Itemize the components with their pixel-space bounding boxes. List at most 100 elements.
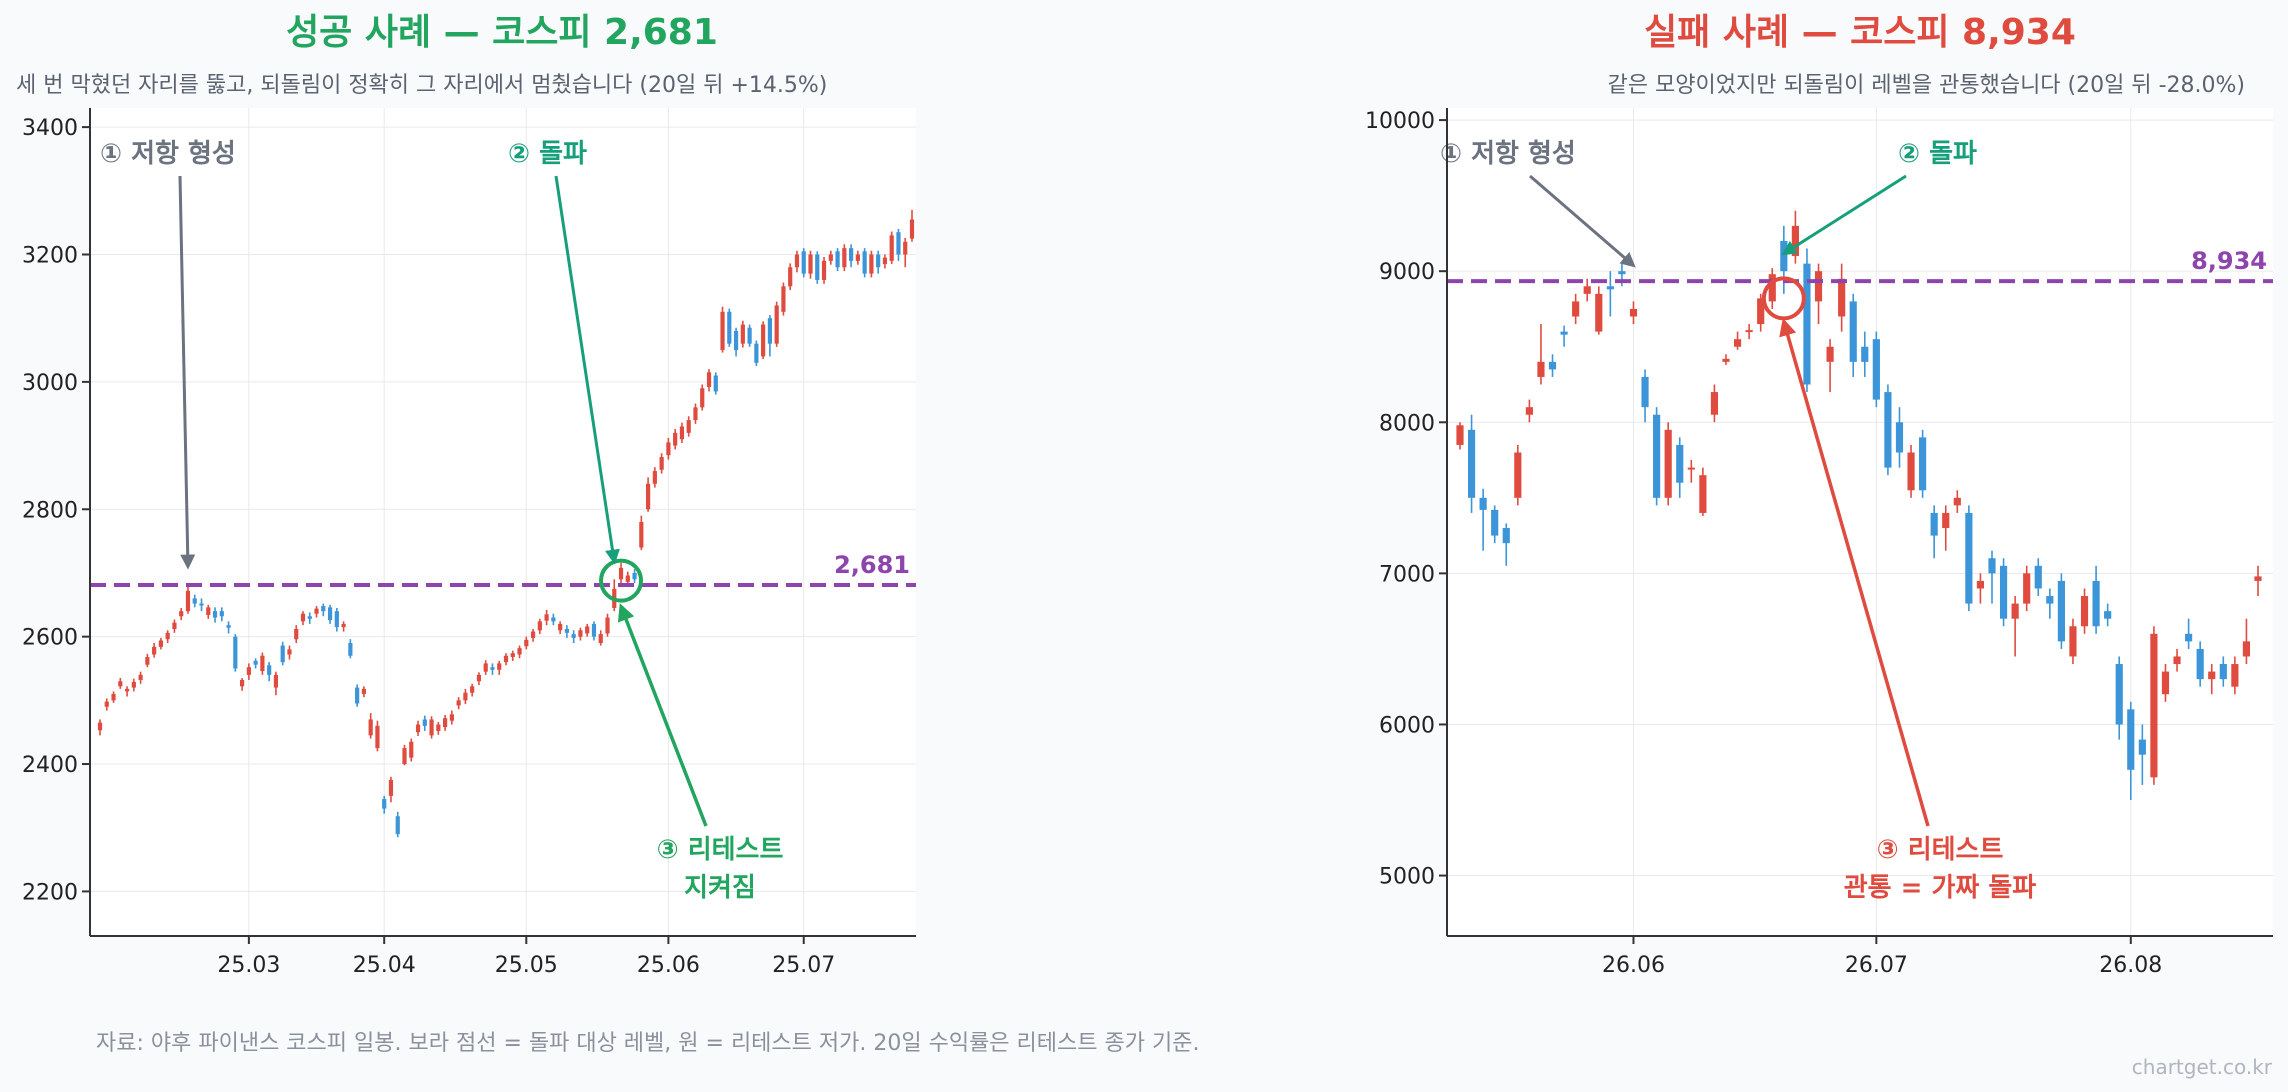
candle: [767, 315, 772, 357]
y-tick-label: 5000: [1379, 865, 1435, 890]
candle-body: [2138, 739, 2146, 755]
candle: [1537, 324, 1545, 385]
candle: [1641, 369, 1649, 423]
candle-body: [882, 257, 888, 265]
candle: [2150, 626, 2158, 785]
candle-body: [2185, 633, 2193, 642]
candle: [429, 716, 434, 739]
candle-body: [700, 388, 705, 408]
candle-body: [334, 611, 339, 628]
candle-body: [2219, 664, 2227, 680]
candle-body: [673, 432, 678, 446]
candle: [1583, 278, 1591, 302]
candle: [564, 625, 569, 638]
candle: [1572, 293, 1580, 325]
retest-label-failure: ③ 리테스트: [1877, 835, 2004, 865]
candle: [598, 630, 603, 646]
candle: [138, 671, 143, 684]
candles-success: [97, 209, 915, 838]
candle-body: [1595, 293, 1603, 332]
candle-body: [253, 660, 258, 665]
candle: [774, 301, 779, 347]
candle-body: [659, 457, 664, 470]
candle-body: [483, 663, 488, 672]
candle-body: [1919, 437, 1927, 491]
candle-body: [889, 235, 894, 261]
candle-body: [1618, 271, 1626, 275]
x-tick-label: 25.03: [217, 953, 280, 978]
resistance-arrow-failure: [1529, 174, 1636, 268]
candle-body: [1745, 330, 1753, 333]
candle-body: [558, 623, 563, 631]
candle-body: [1907, 452, 1915, 491]
candle-body: [314, 608, 319, 614]
candle-body: [821, 260, 827, 280]
candle-body: [1502, 528, 1510, 544]
candle: [192, 594, 197, 608]
candle-body: [2173, 656, 2181, 665]
candle: [490, 663, 495, 675]
candle: [334, 607, 339, 632]
candle-body: [415, 724, 421, 733]
candle: [287, 645, 292, 660]
candle: [395, 811, 400, 838]
candle-body: [206, 607, 211, 615]
candle: [781, 282, 786, 316]
candle-body: [801, 251, 806, 274]
candle-body: [307, 616, 312, 619]
candle: [876, 250, 881, 274]
candle: [821, 257, 827, 284]
candle: [828, 250, 833, 265]
candle-body: [2092, 580, 2100, 627]
candle: [388, 776, 394, 803]
candle-body: [693, 407, 698, 421]
candle: [666, 437, 671, 460]
candle: [1479, 488, 1487, 551]
candle: [2034, 558, 2042, 597]
candle-body: [1988, 558, 1996, 574]
candle: [240, 678, 245, 691]
candle-body: [530, 631, 536, 638]
candle-body: [361, 688, 366, 694]
candle: [97, 719, 103, 736]
candle-body: [903, 241, 908, 255]
candle: [267, 662, 272, 682]
candle: [341, 621, 346, 632]
candle-body: [774, 305, 779, 344]
candle: [1768, 268, 1776, 309]
candle-body: [2034, 565, 2042, 589]
candle: [1803, 248, 1811, 393]
y-axis-failure: 5000 6000 7000 8000 9000 10000: [1365, 109, 1447, 890]
candle: [693, 403, 698, 424]
candle-body: [2231, 664, 2239, 687]
candle-body: [828, 254, 833, 261]
candle: [1976, 573, 1985, 604]
candle-body: [294, 629, 299, 640]
candle: [808, 250, 813, 279]
candle-body: [348, 643, 353, 656]
candle: [1884, 384, 1892, 476]
candle-body: [2242, 641, 2251, 657]
candle: [152, 643, 157, 658]
y-tick-label: 2200: [22, 880, 78, 905]
candle-body: [646, 483, 651, 510]
resistance-label-success: ① 저항 형성: [100, 139, 236, 169]
candle-body: [605, 617, 610, 634]
candle-body: [2196, 648, 2204, 680]
candle: [361, 686, 366, 698]
candle-body: [449, 714, 454, 721]
candle: [226, 621, 231, 634]
candle: [1872, 331, 1880, 408]
candle: [2208, 664, 2216, 695]
retest-arrow-success: [617, 603, 708, 827]
candle: [470, 683, 475, 697]
candle: [2138, 724, 2146, 785]
candle-body: [1976, 580, 1985, 589]
candle: [740, 320, 745, 348]
candle-body: [1537, 361, 1545, 377]
candle-body: [131, 681, 136, 688]
candle-body: [2254, 576, 2262, 581]
candle-body: [767, 318, 772, 344]
chart-title-success: 성공 사례 — 코스피 2,681: [286, 12, 718, 53]
candle: [632, 569, 637, 584]
